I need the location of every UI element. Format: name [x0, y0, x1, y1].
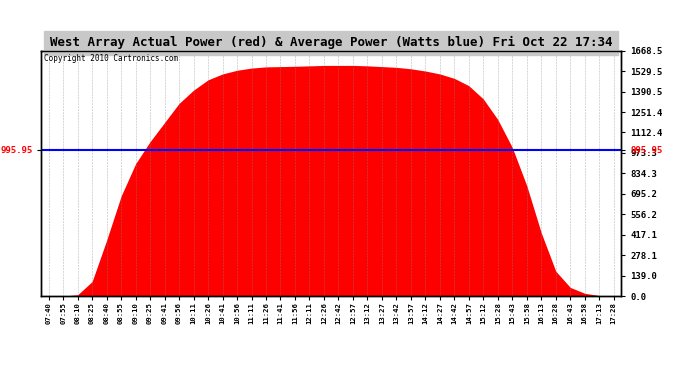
Text: Copyright 2010 Cartronics.com: Copyright 2010 Cartronics.com [44, 54, 179, 63]
Title: West Array Actual Power (red) & Average Power (Watts blue) Fri Oct 22 17:34: West Array Actual Power (red) & Average … [50, 36, 613, 50]
